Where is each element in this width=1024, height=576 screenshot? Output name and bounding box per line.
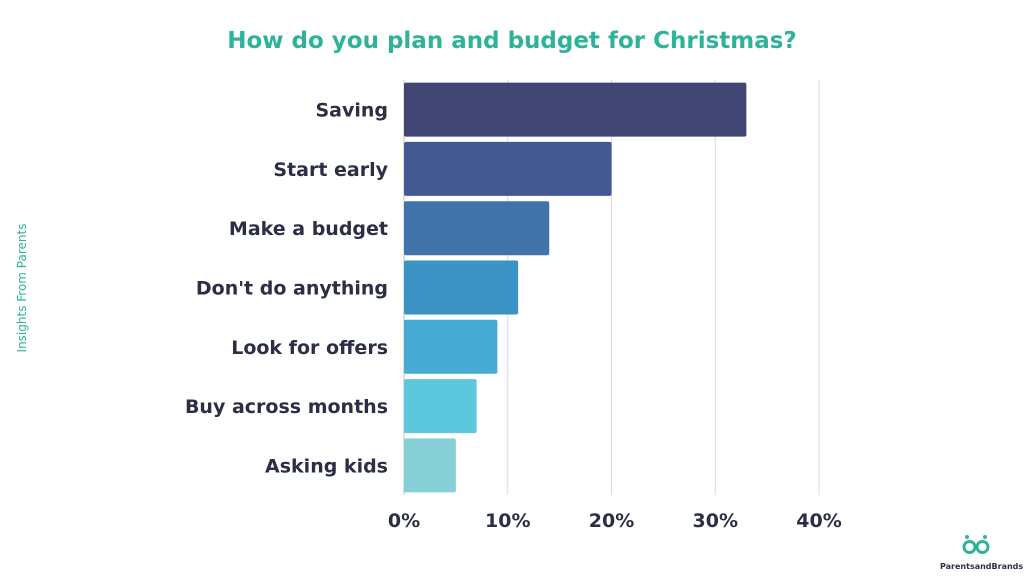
brand-logo: ParentsandBrands xyxy=(940,534,1024,571)
category-label: Start early xyxy=(273,159,388,181)
brand-mark-icon xyxy=(962,535,990,554)
bar xyxy=(404,82,747,137)
category-label: Don't do anything xyxy=(196,278,388,300)
bar xyxy=(404,201,550,256)
x-tick-label: 30% xyxy=(693,510,738,532)
chart-title: How do you plan and budget for Christmas… xyxy=(227,28,797,54)
category-label: Asking kids xyxy=(265,455,388,477)
category-label: Look for offers xyxy=(231,337,388,359)
bar xyxy=(404,379,477,434)
category-label: Make a budget xyxy=(229,218,388,240)
x-tick-label: 20% xyxy=(589,510,634,532)
brand-name: ParentsandBrands xyxy=(940,562,1024,571)
x-tick-label: 40% xyxy=(796,510,841,532)
bar xyxy=(404,438,456,493)
bar xyxy=(404,260,519,315)
x-tick-label: 10% xyxy=(485,510,530,532)
bar xyxy=(404,319,498,374)
bar xyxy=(404,141,612,196)
category-label: Saving xyxy=(315,100,388,122)
category-label: Buy across months xyxy=(185,396,388,418)
x-tick-label: 0% xyxy=(388,510,420,532)
